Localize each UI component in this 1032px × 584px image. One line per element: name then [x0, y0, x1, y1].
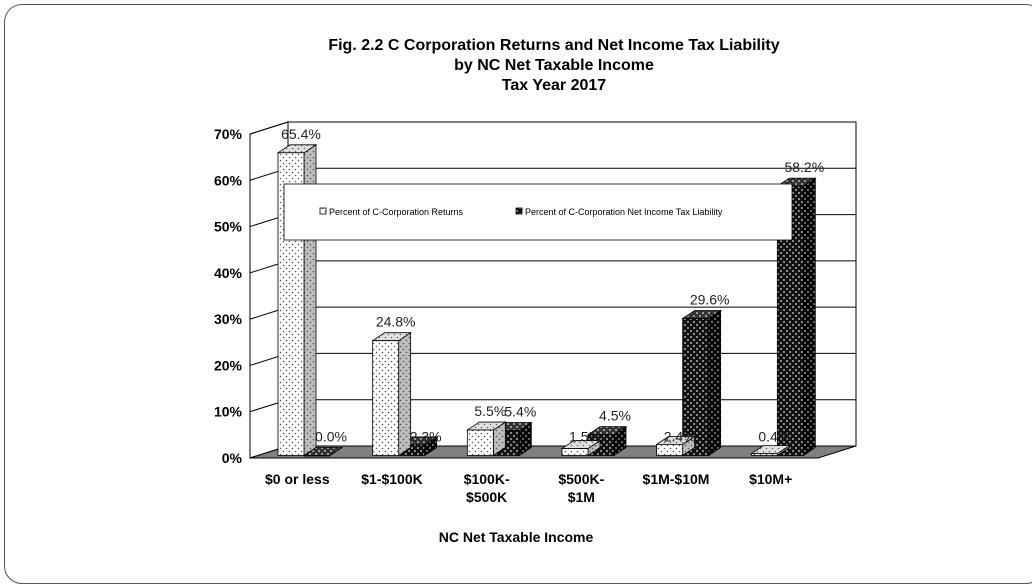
bar-tax-liability-side [802, 177, 816, 457]
x-tick-label: $1-$100K [361, 471, 423, 487]
legend-item-returns-label: Percent of C-Corporation Returns [329, 207, 464, 217]
gridline-side [249, 121, 289, 135]
data-label: 4.5% [599, 408, 631, 424]
bar-returns [372, 340, 400, 456]
legend-item-tax-liability-label: Percent of C-Corporation Net Income Tax … [525, 207, 723, 217]
chart-title-line-2: by NC Net Taxable Income [454, 57, 654, 74]
y-tick-label: 60% [214, 172, 243, 188]
y-tick-label: 10% [214, 404, 243, 420]
x-tick-label: $1M-$10M [643, 471, 710, 487]
y-tick-label: 0% [222, 450, 243, 466]
y-tick-label: 50% [214, 219, 243, 235]
legend-item-tax-liability-swatch [515, 207, 523, 215]
data-label: 5.5% [474, 403, 506, 419]
bar-tax-liability [303, 455, 331, 457]
legend [283, 183, 793, 241]
x-tick-label: $1M [568, 489, 595, 505]
data-label: 1.5% [569, 429, 601, 445]
chart: Fig. 2.2 C Corporation Returns and Net I… [214, 37, 857, 545]
data-label: 58.2% [784, 159, 824, 175]
x-tick-label: $10M+ [749, 471, 792, 487]
bar-returns [656, 443, 684, 456]
x-tick-label: $0 or less [265, 471, 330, 487]
bar-returns [750, 453, 778, 456]
data-label: 2.3% [410, 429, 442, 445]
x-tick-label: $100K- [464, 471, 510, 487]
chart-title-line-1: Fig. 2.2 C Corporation Returns and Net I… [328, 37, 779, 54]
data-label: 0.4% [758, 429, 790, 445]
data-label: 29.6% [690, 291, 730, 307]
bar-tax-liability-side [708, 309, 722, 457]
data-label: 24.8% [376, 314, 416, 330]
x-tick-label: $500K- [558, 471, 604, 487]
chart-title: Fig. 2.2 C Corporation Returns and Net I… [328, 37, 779, 94]
data-label: 5.4% [504, 404, 536, 420]
bar-returns-side [398, 331, 412, 457]
bar-returns [561, 448, 589, 456]
legend-item-returns-swatch [319, 207, 327, 215]
plot-area: 0% 10% 20% 30% 40% 50% 60% 70% 0.0% 65.4% 2.3% 24.8… [214, 121, 857, 505]
y-tick-label: 30% [214, 311, 243, 327]
data-label: 65.4% [281, 126, 321, 142]
data-label: 2.4% [664, 429, 696, 445]
y-tick-label: 70% [214, 126, 243, 142]
chart-title-line-3: Tax Year 2017 [502, 77, 606, 94]
y-tick-label: 40% [214, 265, 243, 281]
bar-tax-liability [682, 318, 710, 456]
x-axis-label: NC Net Taxable Income [439, 529, 594, 545]
bar-returns [466, 429, 494, 456]
y-tick-label: 20% [214, 357, 243, 373]
data-label: 0.0% [315, 429, 347, 445]
x-tick-label: $500K [466, 489, 507, 505]
